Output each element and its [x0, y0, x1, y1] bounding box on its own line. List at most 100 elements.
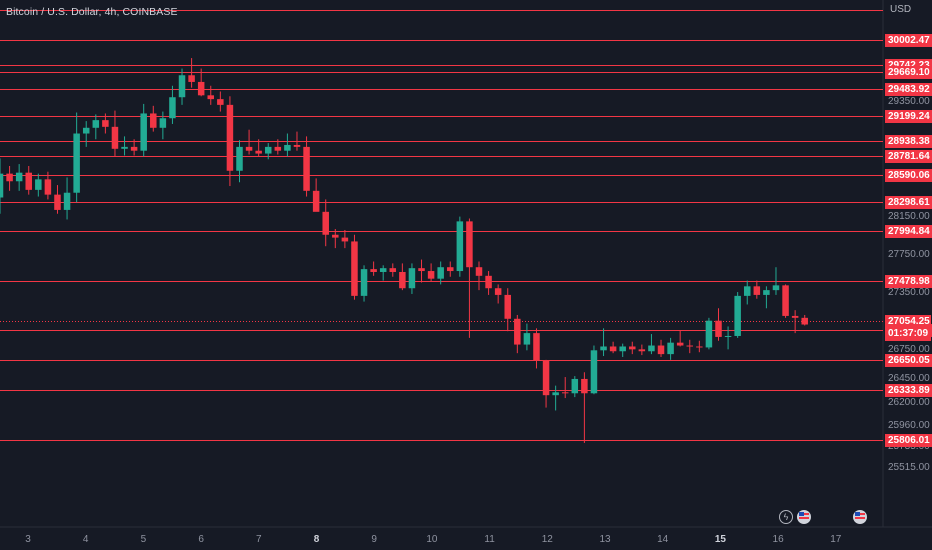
- candle: [284, 133, 291, 157]
- candle: [542, 359, 550, 408]
- price-axis-label: 26750.00: [888, 344, 930, 356]
- line-price-tag: 29199.24: [885, 109, 932, 123]
- candle-body: [217, 99, 224, 105]
- candle-body: [705, 320, 713, 348]
- candle-body: [312, 190, 320, 212]
- candle-body: [590, 350, 598, 394]
- time-axis-label: 15: [714, 534, 726, 545]
- candle: [667, 337, 674, 360]
- candle-body: [571, 378, 579, 394]
- candle: [523, 323, 531, 351]
- candle: [197, 68, 205, 97]
- price-axis-label: 25960.00: [888, 419, 930, 431]
- line-price-tag: 27478.98: [885, 274, 932, 288]
- candle: [782, 284, 789, 318]
- candle-body: [303, 146, 310, 191]
- candle: [715, 308, 722, 341]
- candle: [456, 216, 464, 277]
- bar-countdown: 01:37:09: [888, 327, 929, 339]
- price-axis-label: 26200.00: [888, 396, 930, 408]
- candle: [54, 185, 61, 214]
- candle: [743, 280, 751, 305]
- candle-body: [159, 118, 167, 128]
- candles-layer: [0, 58, 808, 443]
- candle-body: [791, 315, 799, 318]
- candle: [35, 173, 42, 197]
- candle: [581, 372, 588, 443]
- price-axis[interactable]: USD: [882, 0, 932, 550]
- candle: [494, 284, 502, 304]
- time-axis-label: 3: [25, 534, 31, 545]
- candle-body: [494, 288, 502, 295]
- candle-body: [619, 346, 626, 352]
- candle: [753, 280, 761, 299]
- candle: [15, 164, 23, 191]
- candle-body: [44, 179, 52, 195]
- candle: [571, 376, 579, 398]
- line-price-tag: 26650.05: [885, 353, 932, 367]
- candle-body: [264, 146, 272, 154]
- candle: [217, 91, 224, 112]
- candle: [322, 199, 329, 247]
- candle: [619, 343, 626, 357]
- us-flag-icon[interactable]: [797, 510, 811, 524]
- candle-body: [418, 268, 425, 272]
- candle-body: [447, 267, 454, 272]
- line-price-tag: 28781.64: [885, 149, 932, 163]
- candle-body: [255, 150, 262, 154]
- time-axis-label: 13: [599, 534, 611, 545]
- time-axis-label: 16: [772, 534, 784, 545]
- candle-body: [360, 269, 368, 296]
- lightning-icon[interactable]: ϟ: [779, 510, 793, 524]
- current-price-value: 27054.25: [888, 315, 930, 327]
- price-axis-label: 25735.00: [888, 441, 930, 453]
- candle-body: [724, 335, 732, 337]
- candle: [188, 58, 195, 88]
- candle-body: [207, 95, 215, 100]
- candle-body: [0, 173, 4, 198]
- candle: [169, 85, 176, 124]
- horizontal-lines-layer: [0, 10, 883, 441]
- candle: [207, 85, 215, 105]
- candle: [638, 344, 646, 356]
- candle-body: [485, 275, 492, 289]
- line-price-tag: 30002.47: [885, 33, 932, 47]
- candle: [561, 377, 569, 399]
- candle: [514, 314, 521, 354]
- candle-body: [801, 317, 808, 325]
- candle: [44, 171, 52, 200]
- candle-body: [82, 127, 90, 134]
- candle-body: [63, 192, 71, 210]
- candle-body: [676, 342, 684, 346]
- candle: [351, 234, 358, 300]
- candle-body: [6, 173, 13, 182]
- candle: [408, 263, 416, 294]
- candle: [303, 136, 310, 197]
- candle: [600, 328, 607, 357]
- candle: [130, 139, 138, 156]
- candle: [312, 178, 320, 212]
- candle: [159, 111, 167, 140]
- candle-body: [35, 179, 42, 190]
- candle-body: [743, 286, 751, 296]
- price-axis-label: 28150.00: [888, 210, 930, 222]
- candle: [274, 139, 282, 155]
- candle-body: [351, 241, 358, 296]
- candle-body: [284, 144, 291, 151]
- candle: [447, 261, 454, 277]
- candle-body: [169, 97, 176, 119]
- candle: [475, 261, 483, 291]
- candle-body: [581, 378, 588, 394]
- candle: [437, 261, 444, 285]
- candle-body: [753, 286, 761, 295]
- candle: [504, 288, 511, 332]
- candle: [763, 286, 770, 309]
- candle: [724, 326, 732, 350]
- us-flag-icon[interactable]: [853, 510, 867, 524]
- candle: [705, 317, 713, 350]
- candle: [379, 265, 387, 281]
- candle-body: [121, 146, 128, 149]
- candle: [399, 263, 406, 291]
